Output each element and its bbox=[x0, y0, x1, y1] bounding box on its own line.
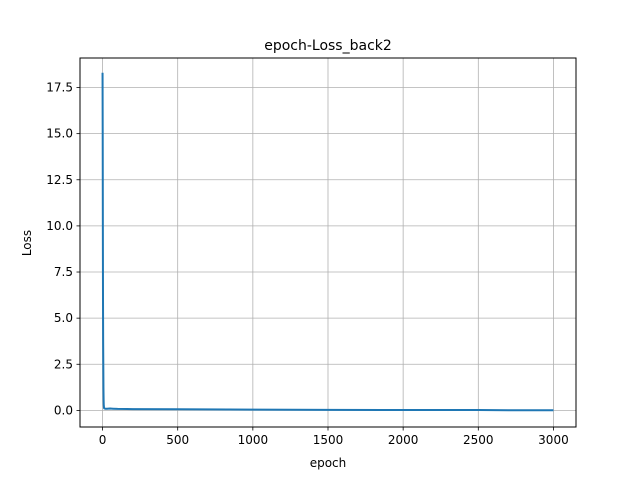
grid bbox=[80, 58, 576, 427]
y-tick-label: 0.0 bbox=[54, 403, 73, 417]
x-tick-label: 2500 bbox=[463, 433, 494, 447]
series-layer bbox=[101, 72, 554, 412]
chart-title: epoch-Loss_back2 bbox=[264, 38, 392, 54]
x-axis-ticks: 0 500 1000 1500 2000 2500 3000 bbox=[99, 427, 569, 447]
y-tick-label: 17.5 bbox=[46, 81, 73, 95]
x-tick-label: 0 bbox=[99, 433, 107, 447]
y-tick-label: 5.0 bbox=[54, 311, 73, 325]
y-tick-label: 2.5 bbox=[54, 357, 73, 371]
x-tick-label: 1000 bbox=[238, 433, 269, 447]
y-axis-label: Loss bbox=[20, 230, 34, 256]
x-axis-label: epoch bbox=[310, 456, 347, 470]
loss-series-line bbox=[101, 72, 554, 412]
x-tick-label: 2000 bbox=[388, 433, 419, 447]
y-tick-label: 7.5 bbox=[54, 265, 73, 279]
y-tick-label: 12.5 bbox=[46, 173, 73, 187]
y-axis-ticks: 0.0 2.5 5.0 7.5 10.0 12.5 15.0 17.5 bbox=[46, 81, 80, 417]
y-tick-label: 15.0 bbox=[46, 127, 73, 141]
y-tick-label: 10.0 bbox=[46, 219, 73, 233]
x-tick-label: 500 bbox=[166, 433, 189, 447]
x-tick-label: 3000 bbox=[538, 433, 569, 447]
x-tick-label: 1500 bbox=[313, 433, 344, 447]
